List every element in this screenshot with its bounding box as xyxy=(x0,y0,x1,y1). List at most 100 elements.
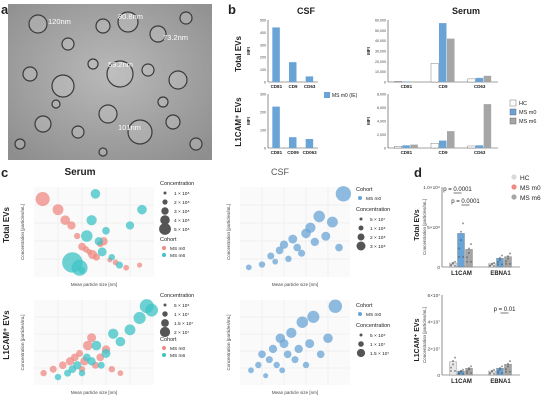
vesicle-circle xyxy=(168,70,188,90)
data-point xyxy=(450,370,452,372)
vesicle-circle xyxy=(149,25,167,43)
legend-label: 5 × 10⁶ xyxy=(370,333,385,339)
legend-cohort-marker xyxy=(162,246,166,250)
data-point xyxy=(505,368,507,371)
bubble-point xyxy=(52,204,64,216)
data-point xyxy=(470,260,472,263)
csf-l1cam-evs-bar-chart: MFI 0 100 200 300 CD81 CD09 CD063 xyxy=(246,93,318,155)
vesicle-circle xyxy=(98,104,118,124)
vesicle-circle xyxy=(106,60,134,88)
data-point xyxy=(452,360,454,362)
vesicle-circle xyxy=(51,99,61,109)
x-tick-label: CD063 xyxy=(303,150,318,155)
legend-size-marker xyxy=(163,303,167,307)
legend-cohort-marker xyxy=(162,253,166,257)
y-tick-label: 10,000 xyxy=(375,70,386,74)
legend-label: MS m0 (IE) xyxy=(332,93,358,99)
legend-swatch xyxy=(509,99,517,107)
legend-size-marker xyxy=(356,348,366,358)
legend-marker xyxy=(511,194,517,200)
row-label-l1cam-evs: L1CAM⁺ EVs xyxy=(234,97,243,147)
vesicle-circle xyxy=(28,14,48,34)
legend-label: MS m0 xyxy=(170,246,186,252)
legend-title: Concentration xyxy=(356,207,390,213)
row-label-total-evs: Total EVs xyxy=(2,207,11,243)
bar xyxy=(475,145,484,148)
bar xyxy=(394,81,403,83)
em-size-label: 73.2nm xyxy=(163,33,188,42)
bar xyxy=(394,146,403,149)
bubble-point xyxy=(310,237,319,247)
vesicle-circle xyxy=(14,138,26,150)
bubble-point xyxy=(81,230,93,242)
bubble-point xyxy=(305,339,315,349)
data-point xyxy=(509,360,511,363)
y-tick-label: 60,000 xyxy=(375,19,386,23)
data-point xyxy=(499,258,501,261)
bar xyxy=(467,78,476,83)
bar xyxy=(305,76,314,82)
y-tick-label: 200 xyxy=(260,56,266,60)
panel-label-a: a xyxy=(1,2,9,17)
legend-size-marker xyxy=(358,225,364,231)
bubble-point xyxy=(307,310,320,323)
bubble-point xyxy=(279,339,289,349)
legend-size-marker xyxy=(358,341,364,347)
p-value-label: p = 0.0001 xyxy=(451,199,480,205)
data-point xyxy=(468,251,470,254)
data-point xyxy=(462,368,464,371)
y-tick-label: 6,000 xyxy=(377,106,386,110)
legend-title: Cohort xyxy=(160,337,177,343)
y-axis-title: Concentration [particles/mL] xyxy=(226,204,231,260)
bar xyxy=(410,81,418,82)
y-tick-label: 50,000 xyxy=(375,29,386,33)
bubble-point xyxy=(87,357,96,366)
bubble-point xyxy=(133,311,146,325)
legend-size-marker xyxy=(163,191,167,195)
bubble-point xyxy=(35,192,50,207)
y-tick-label: 0 xyxy=(264,81,266,85)
bubble-point xyxy=(272,258,279,265)
bar xyxy=(430,143,439,149)
legend-swatch-ms-m0 xyxy=(324,92,330,98)
bubble-point xyxy=(76,349,84,357)
legend-size-marker xyxy=(161,319,169,327)
bubble-point xyxy=(283,350,292,359)
csf-top-cohort-legend: Cohort MS m0 xyxy=(356,187,382,202)
legend-title: Concentration xyxy=(356,323,390,329)
legend-label: 5 × 10⁸ xyxy=(174,227,190,233)
bar xyxy=(475,77,484,82)
legend-title: Concentration xyxy=(160,181,194,187)
bubble-point xyxy=(328,299,343,313)
vesicle-circle xyxy=(61,37,75,51)
data-point xyxy=(499,256,501,259)
serum-title: Serum xyxy=(452,6,480,16)
data-point xyxy=(491,369,493,372)
bubble-point xyxy=(294,344,303,354)
csf-legend: MS m0 (IE) xyxy=(324,92,358,99)
bar xyxy=(402,81,410,82)
serum-title: Serum xyxy=(64,167,95,178)
x-axis-title: Mean particle size [nm] xyxy=(71,282,117,287)
y-tick-label: 4×10⁷ xyxy=(427,320,440,326)
y-tick-label: 8,000 xyxy=(377,93,386,97)
data-point xyxy=(497,370,499,373)
y-tick-label: 400 xyxy=(260,31,266,35)
bubble-point xyxy=(54,373,62,381)
x-tick-label: CD81 xyxy=(401,150,413,155)
vesicle-circle xyxy=(98,147,108,157)
y-tick-label: 0 xyxy=(384,147,386,151)
x-tick-label: EBNA1 xyxy=(490,379,511,385)
bubble-point xyxy=(49,365,57,373)
bar xyxy=(305,139,314,148)
bubble-point xyxy=(273,361,280,369)
data-point xyxy=(454,260,456,263)
y-axis-title: Concentration [particles/mL] xyxy=(422,307,427,363)
legend-size-marker xyxy=(160,215,170,225)
legend-title: Cohort xyxy=(160,237,177,243)
electron-micrograph: 120nm 80.8nm 73.2nm 59.2nm 101nm xyxy=(8,4,212,160)
legend-label: 3 × 10⁸ xyxy=(174,209,190,215)
row-label-l1cam-evs: L1CAM⁺ EVs xyxy=(414,318,421,361)
vesicle-circle xyxy=(87,58,99,70)
y-tick-label: 2,000 xyxy=(377,133,386,137)
